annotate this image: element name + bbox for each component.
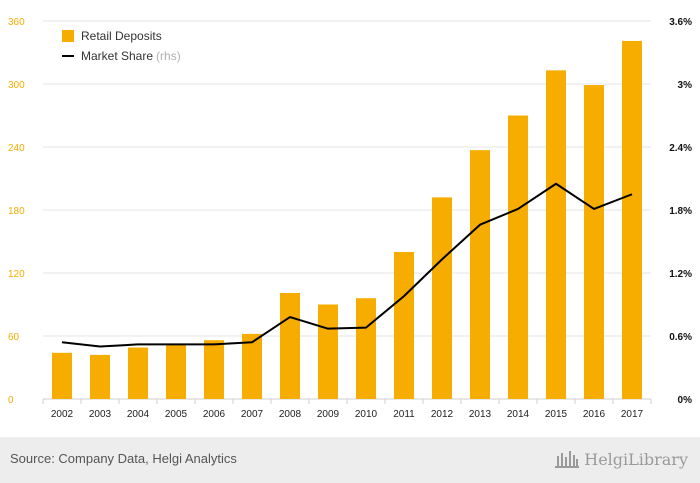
y-right-tick-label: 1.8% bbox=[669, 206, 692, 217]
bar-retail-deposits bbox=[356, 298, 376, 399]
x-tick-label: 2002 bbox=[51, 409, 74, 420]
x-tick-label: 2008 bbox=[279, 409, 302, 420]
x-tick-label: 2015 bbox=[545, 409, 568, 420]
legend-item-retail-deposits: Retail Deposits bbox=[62, 26, 181, 46]
y-right-tick-label: 2.4% bbox=[669, 143, 692, 154]
y-left-tick-label: 300 bbox=[8, 80, 25, 91]
bar-retail-deposits bbox=[432, 197, 452, 399]
line-market-share bbox=[61, 182, 633, 348]
y-left-tick-label: 120 bbox=[8, 269, 25, 280]
library-icon bbox=[555, 451, 580, 468]
x-tick-label: 2005 bbox=[165, 409, 188, 420]
x-tick-label: 2017 bbox=[621, 409, 644, 420]
x-tick-label: 2013 bbox=[469, 409, 492, 420]
y-right-tick-label: 1.2% bbox=[669, 269, 692, 280]
bar-retail-deposits bbox=[470, 150, 490, 399]
y-left-tick-label: 360 bbox=[8, 17, 25, 28]
y-left-tick-label: 240 bbox=[8, 143, 25, 154]
logo-text: HelgiLibrary bbox=[584, 449, 688, 469]
right-axis: 0% 0.6% 1.2% 1.8% 2.4% 3% 3.6% bbox=[669, 17, 692, 406]
y-right-tick-label: 3.6% bbox=[669, 17, 692, 28]
bar-retail-deposits bbox=[242, 333, 262, 399]
legend-swatch-bar bbox=[62, 30, 74, 42]
left-axis: 0 60 120 180 240 300 360 bbox=[8, 17, 25, 406]
bar-retail-deposits bbox=[166, 344, 186, 399]
bar-retail-deposits bbox=[90, 354, 110, 399]
bars bbox=[52, 40, 642, 400]
y-left-tick-label: 0 bbox=[8, 395, 14, 406]
x-tick-label: 2010 bbox=[355, 409, 378, 420]
x-tick-label: 2009 bbox=[317, 409, 340, 420]
footer: Source: Company Data, Helgi Analytics He… bbox=[0, 437, 700, 483]
x-tick-label: 2016 bbox=[583, 409, 606, 420]
x-tick-label: 2007 bbox=[241, 409, 264, 420]
helgi-library-logo[interactable]: HelgiLibrary bbox=[554, 447, 688, 471]
bar-retail-deposits bbox=[128, 347, 148, 399]
market-share-line-layer bbox=[61, 182, 633, 348]
bar-retail-deposits bbox=[318, 304, 338, 399]
y-right-tick-label: 0.6% bbox=[669, 332, 692, 343]
bar-retail-deposits bbox=[280, 292, 300, 399]
bar-retail-deposits bbox=[394, 252, 414, 399]
grid bbox=[43, 20, 651, 400]
y-left-tick-label: 180 bbox=[8, 206, 25, 217]
y-left-tick-label: 60 bbox=[8, 332, 20, 343]
bar-retail-deposits bbox=[508, 115, 528, 399]
legend-item-market-share: Market Share (rhs) bbox=[62, 46, 181, 66]
chart: 0 60 120 180 240 300 360 0% 0.6% 1.2% 1.8% 2.4% 3% 3… bbox=[8, 17, 692, 420]
legend-label-retail-deposits: Retail Deposits bbox=[81, 29, 162, 43]
y-right-tick-label: 0% bbox=[678, 395, 693, 406]
x-tick-label: 2012 bbox=[431, 409, 454, 420]
x-tick-label: 2011 bbox=[393, 409, 415, 420]
x-tick-label: 2006 bbox=[203, 409, 226, 420]
bar-retail-deposits bbox=[584, 85, 604, 400]
source-text: Source: Company Data, Helgi Analytics bbox=[10, 451, 237, 466]
legend: Retail Deposits Market Share (rhs) bbox=[62, 26, 181, 66]
legend-swatch-line bbox=[62, 55, 74, 57]
x-tick-label: 2003 bbox=[89, 409, 112, 420]
bar-retail-deposits bbox=[204, 340, 224, 399]
x-tick-label: 2004 bbox=[127, 409, 150, 420]
x-tick-label: 2014 bbox=[507, 409, 530, 420]
bar-retail-deposits bbox=[546, 70, 566, 399]
bar-retail-deposits bbox=[52, 352, 72, 399]
bar-retail-deposits bbox=[622, 40, 642, 399]
legend-label-rhs: (rhs) bbox=[156, 49, 181, 63]
legend-label-market-share: Market Share bbox=[81, 49, 154, 63]
x-axis: 2002 2003 2004 2005 2006 2007 2008 2009 2010 2011… bbox=[42, 399, 652, 420]
y-right-tick-label: 3% bbox=[678, 80, 693, 91]
